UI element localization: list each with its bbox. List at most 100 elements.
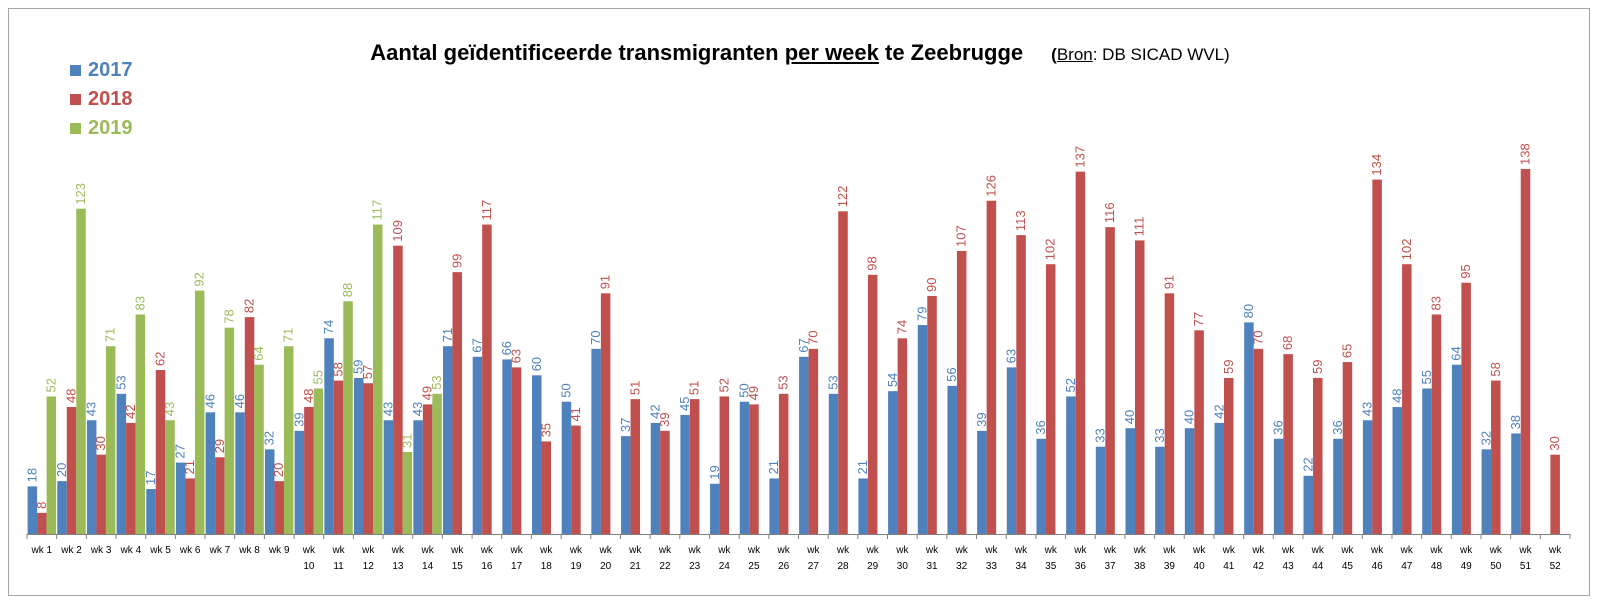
bar-2018-1 <box>37 512 47 534</box>
bar-2017-39 <box>1155 446 1165 534</box>
data-label: 92 <box>192 272 207 286</box>
data-label: 109 <box>390 220 405 242</box>
data-label: 63 <box>509 349 524 363</box>
data-label: 58 <box>1488 362 1503 376</box>
data-label: 91 <box>1161 275 1176 289</box>
data-labels-group: 18 8 52 20 48 123 43 30 71 53 42 83 17 62 43 27 21 92 46 29… <box>24 143 1562 509</box>
data-label: 117 <box>479 200 494 221</box>
data-label: 88 <box>340 283 355 297</box>
data-label: 123 <box>73 183 88 205</box>
data-label: 53 <box>429 375 444 389</box>
data-label: 36 <box>1330 420 1345 434</box>
data-label: 67 <box>469 338 484 352</box>
data-label: 71 <box>440 328 455 342</box>
x-tick-labels-group: wk 1 wk 2 wk 3 wk 4 wk 5 wk 6 wk 7 wk 8 wk 9 wk 10… <box>26 534 1571 572</box>
data-label: 51 <box>627 381 642 395</box>
data-label: 82 <box>242 299 257 313</box>
chart-title: Aantal geïdentificeerde transmigranten p… <box>370 40 1023 65</box>
data-label: 70 <box>805 330 820 344</box>
data-label: 138 <box>1517 143 1532 165</box>
x-tick-label: wk 28 <box>836 545 850 572</box>
data-label: 8 <box>34 502 49 509</box>
title-row: Aantal geïdentificeerde transmigranten p… <box>0 40 1600 66</box>
data-label: 68 <box>1280 336 1295 350</box>
bar-2017-6 <box>175 462 186 534</box>
bar-2018-9 <box>274 481 284 534</box>
legend-label: 2019 <box>88 117 133 139</box>
x-tick-label: wk 9 <box>268 545 290 556</box>
data-label: 80 <box>1241 304 1256 318</box>
bar-2018-12 <box>363 383 373 535</box>
data-label: 55 <box>310 370 325 384</box>
legend: 2017 2018 2019 <box>70 56 133 143</box>
data-label: 59 <box>351 359 366 373</box>
title-part-1: Aantal geïdentificeerde transmigranten <box>370 40 785 65</box>
data-label: 48 <box>301 389 316 403</box>
bar-2018-18 <box>541 441 552 535</box>
bar-2017-46 <box>1362 420 1373 534</box>
bar-2017-40 <box>1184 428 1195 534</box>
data-label: 41 <box>568 407 583 421</box>
data-label: 36 <box>1033 420 1048 434</box>
data-label: 33 <box>1093 428 1108 442</box>
x-tick-label: wk 38 <box>1133 545 1147 572</box>
x-tick-label: wk 2 <box>60 545 82 556</box>
bar-2017-8 <box>235 412 245 534</box>
bar-2018-36 <box>1075 171 1086 534</box>
data-label: 39 <box>291 412 306 426</box>
bar-2018-2 <box>66 407 77 534</box>
source-label: Bron <box>1056 45 1093 64</box>
data-label: 67 <box>796 338 811 352</box>
x-tick-label: wk 51 <box>1518 545 1532 572</box>
bar-2017-49 <box>1451 364 1462 534</box>
data-label: 77 <box>1191 312 1206 326</box>
data-label: 48 <box>64 389 79 403</box>
data-label: 22 <box>1300 457 1315 471</box>
data-label: 42 <box>1211 404 1226 418</box>
data-label: 70 <box>1250 330 1265 344</box>
bar-2017-16 <box>472 356 483 534</box>
data-label: 59 <box>1221 359 1236 373</box>
data-label: 45 <box>677 397 692 411</box>
legend-swatch <box>70 65 81 76</box>
data-label: 126 <box>983 175 998 197</box>
bar-2018-49 <box>1461 282 1471 535</box>
x-tick-label: wk 4 <box>120 545 142 556</box>
x-tick-label: wk 17 <box>509 545 523 572</box>
bar-2017-4 <box>116 393 127 534</box>
x-tick-label: wk 35 <box>1044 545 1058 572</box>
bar-2019-2 <box>76 208 86 535</box>
bar-2018-8 <box>244 317 255 534</box>
x-tick-label: wk 7 <box>209 545 231 556</box>
bar-2018-19 <box>571 425 581 535</box>
bar-2017-14 <box>413 420 423 534</box>
bar-2018-35 <box>1045 264 1056 534</box>
data-label: 60 <box>529 357 544 371</box>
data-label: 18 <box>24 468 39 482</box>
x-tick-label: wk 19 <box>569 545 583 572</box>
x-tick-label: wk 27 <box>806 545 820 572</box>
bar-2017-48 <box>1422 388 1432 534</box>
source-rest: : DB SICAD WVL) <box>1092 45 1230 64</box>
data-label: 52 <box>716 378 731 392</box>
x-tick-label: wk 40 <box>1192 545 1206 572</box>
data-label: 40 <box>1122 410 1137 424</box>
x-tick-label: wk 49 <box>1459 545 1473 572</box>
x-tick-label: wk 25 <box>747 545 761 572</box>
x-tick-label: wk 30 <box>895 545 909 572</box>
bar-2017-44 <box>1303 475 1314 534</box>
x-tick-label: wk 24 <box>717 545 731 572</box>
bar-2017-22 <box>650 422 661 534</box>
bar-2018-48 <box>1431 314 1442 534</box>
data-label: 66 <box>499 341 514 355</box>
data-label: 20 <box>271 463 286 477</box>
x-tick-label: wk 12 <box>361 545 375 572</box>
x-tick-label: wk 48 <box>1429 545 1443 572</box>
bar-2018-52 <box>1550 454 1560 534</box>
data-label: 30 <box>1547 436 1562 450</box>
bar-2017-19 <box>561 401 572 534</box>
data-label: 74 <box>894 320 909 334</box>
bar-2017-25 <box>739 401 750 534</box>
data-label: 37 <box>618 418 633 432</box>
